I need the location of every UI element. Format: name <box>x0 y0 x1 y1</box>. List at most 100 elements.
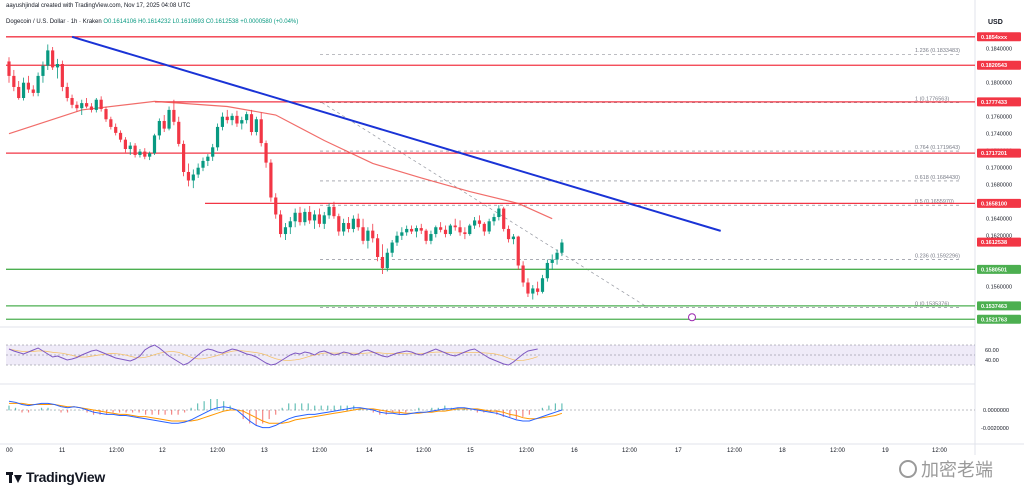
fib-level-label: 0 (0.1535376) <box>915 302 949 308</box>
candle-body <box>492 217 496 222</box>
macd-histogram-bar <box>197 403 199 411</box>
candle-body <box>429 234 433 241</box>
candle-body <box>230 115 234 121</box>
ohlc-legend: Dogecoin / U.S. Dollar · 1h · Kraken O0.… <box>6 19 298 25</box>
macd-histogram-bar <box>307 403 309 411</box>
candle-body <box>133 145 137 155</box>
time-tick-label: 16 <box>571 448 578 454</box>
candle-body <box>225 116 229 121</box>
time-tick-label: 12:00 <box>519 448 535 454</box>
macd-histogram-bar <box>281 407 283 411</box>
macd-histogram-bar <box>405 410 407 413</box>
macd-histogram-bar <box>476 410 478 413</box>
fib-level-label: 0.618 (0.1684430) <box>915 175 960 181</box>
candle-body <box>269 162 273 198</box>
macd-histogram-bar <box>294 403 296 411</box>
candle-body <box>128 145 132 150</box>
candle-body <box>46 50 50 66</box>
candle-body <box>390 242 394 253</box>
candle-body <box>51 50 55 68</box>
time-tick-label: 12:00 <box>312 448 328 454</box>
candle-body <box>395 235 399 243</box>
macd-histogram-bar <box>158 410 160 415</box>
rsi-line <box>8 344 538 366</box>
candle-body <box>536 288 540 292</box>
candle-body <box>540 278 545 292</box>
macd-tick-label: 0.0000000 <box>983 408 1009 414</box>
macd-histogram-bar <box>502 410 504 417</box>
candle-body <box>254 119 258 133</box>
candle-body <box>7 61 11 76</box>
price-tag <box>977 148 1021 158</box>
price-tag-label: 0.1612538 <box>981 240 1007 246</box>
moving-average-line <box>8 100 553 220</box>
candle-body <box>196 167 200 175</box>
symbol-name[interactable]: Dogecoin / U.S. Dollar · 1h · Kraken <box>6 19 102 25</box>
macd-histogram-bar <box>99 410 101 415</box>
macd-histogram-bar <box>515 410 517 420</box>
macd-histogram-bar <box>509 410 511 417</box>
candle-body <box>463 232 467 235</box>
candle-body <box>60 64 64 87</box>
candle-body <box>109 119 113 127</box>
candle-body <box>322 215 326 224</box>
macd-histogram-bar <box>27 410 30 413</box>
watermark: 加密老端 <box>899 456 993 482</box>
price-tick-label: 0.1560000 <box>986 285 1012 291</box>
macd-histogram-bar <box>314 405 316 411</box>
price-tick-label: 0.1840000 <box>986 47 1012 53</box>
candle-body <box>298 212 302 223</box>
candle-body <box>41 65 45 76</box>
candle-body <box>346 222 351 229</box>
candle-body <box>172 109 176 122</box>
rsi-tick-label: 40.00 <box>985 358 999 364</box>
candle-body <box>167 109 171 129</box>
candle-body <box>220 116 224 127</box>
candle-body <box>511 236 515 240</box>
candle-body <box>414 228 418 232</box>
macd-histogram-bar <box>164 410 166 415</box>
tradingview-logo[interactable]: TradingView <box>6 469 105 485</box>
macd-histogram-bar <box>21 410 23 413</box>
time-tick-label: 18 <box>779 448 786 454</box>
candle-body <box>448 225 452 235</box>
fib-level-label: 0.5 (0.1655970) <box>915 199 954 205</box>
price-tick-label: 0.1800000 <box>986 81 1012 87</box>
macd-histogram-bar <box>171 410 173 415</box>
candle-body <box>21 82 26 99</box>
macd-histogram-bar <box>66 410 69 413</box>
change-value: +0.0000580 (+0.04%) <box>240 19 299 25</box>
macd-histogram-bar <box>385 410 387 415</box>
macd-histogram-bar <box>177 410 179 415</box>
time-tick-label: 12:00 <box>109 448 125 454</box>
candle-body <box>555 252 559 260</box>
watermark-text: 加密老端 <box>921 460 993 481</box>
candle-body <box>371 230 375 239</box>
candle-body <box>240 120 244 124</box>
candle-body <box>177 121 181 144</box>
watermark-icon <box>899 460 917 478</box>
candle-body <box>148 153 152 157</box>
candle-body <box>458 227 462 233</box>
price-tick-label: 0.1760000 <box>986 115 1012 121</box>
price-tag-label: 0.1580501 <box>981 267 1007 273</box>
candle-body <box>12 75 16 87</box>
time-tick-label: 14 <box>366 448 373 454</box>
macd-histogram-bar <box>340 405 342 411</box>
macd-histogram-bar <box>131 410 134 413</box>
macd-histogram-bar <box>86 410 88 413</box>
macd-histogram-bar <box>431 407 433 411</box>
macd-histogram-bar <box>301 403 303 411</box>
candle-body <box>80 103 84 109</box>
tradingview-wordmark: TradingView <box>26 469 105 485</box>
price-tag <box>977 32 1021 42</box>
rsi-ma-line <box>8 348 538 361</box>
candle-body <box>17 86 21 99</box>
macd-histogram-bar <box>333 405 335 411</box>
macd-histogram-bar <box>14 407 17 411</box>
macd-histogram-bar <box>528 410 530 415</box>
candle-body <box>274 197 278 215</box>
macd-histogram-bar <box>40 407 43 411</box>
